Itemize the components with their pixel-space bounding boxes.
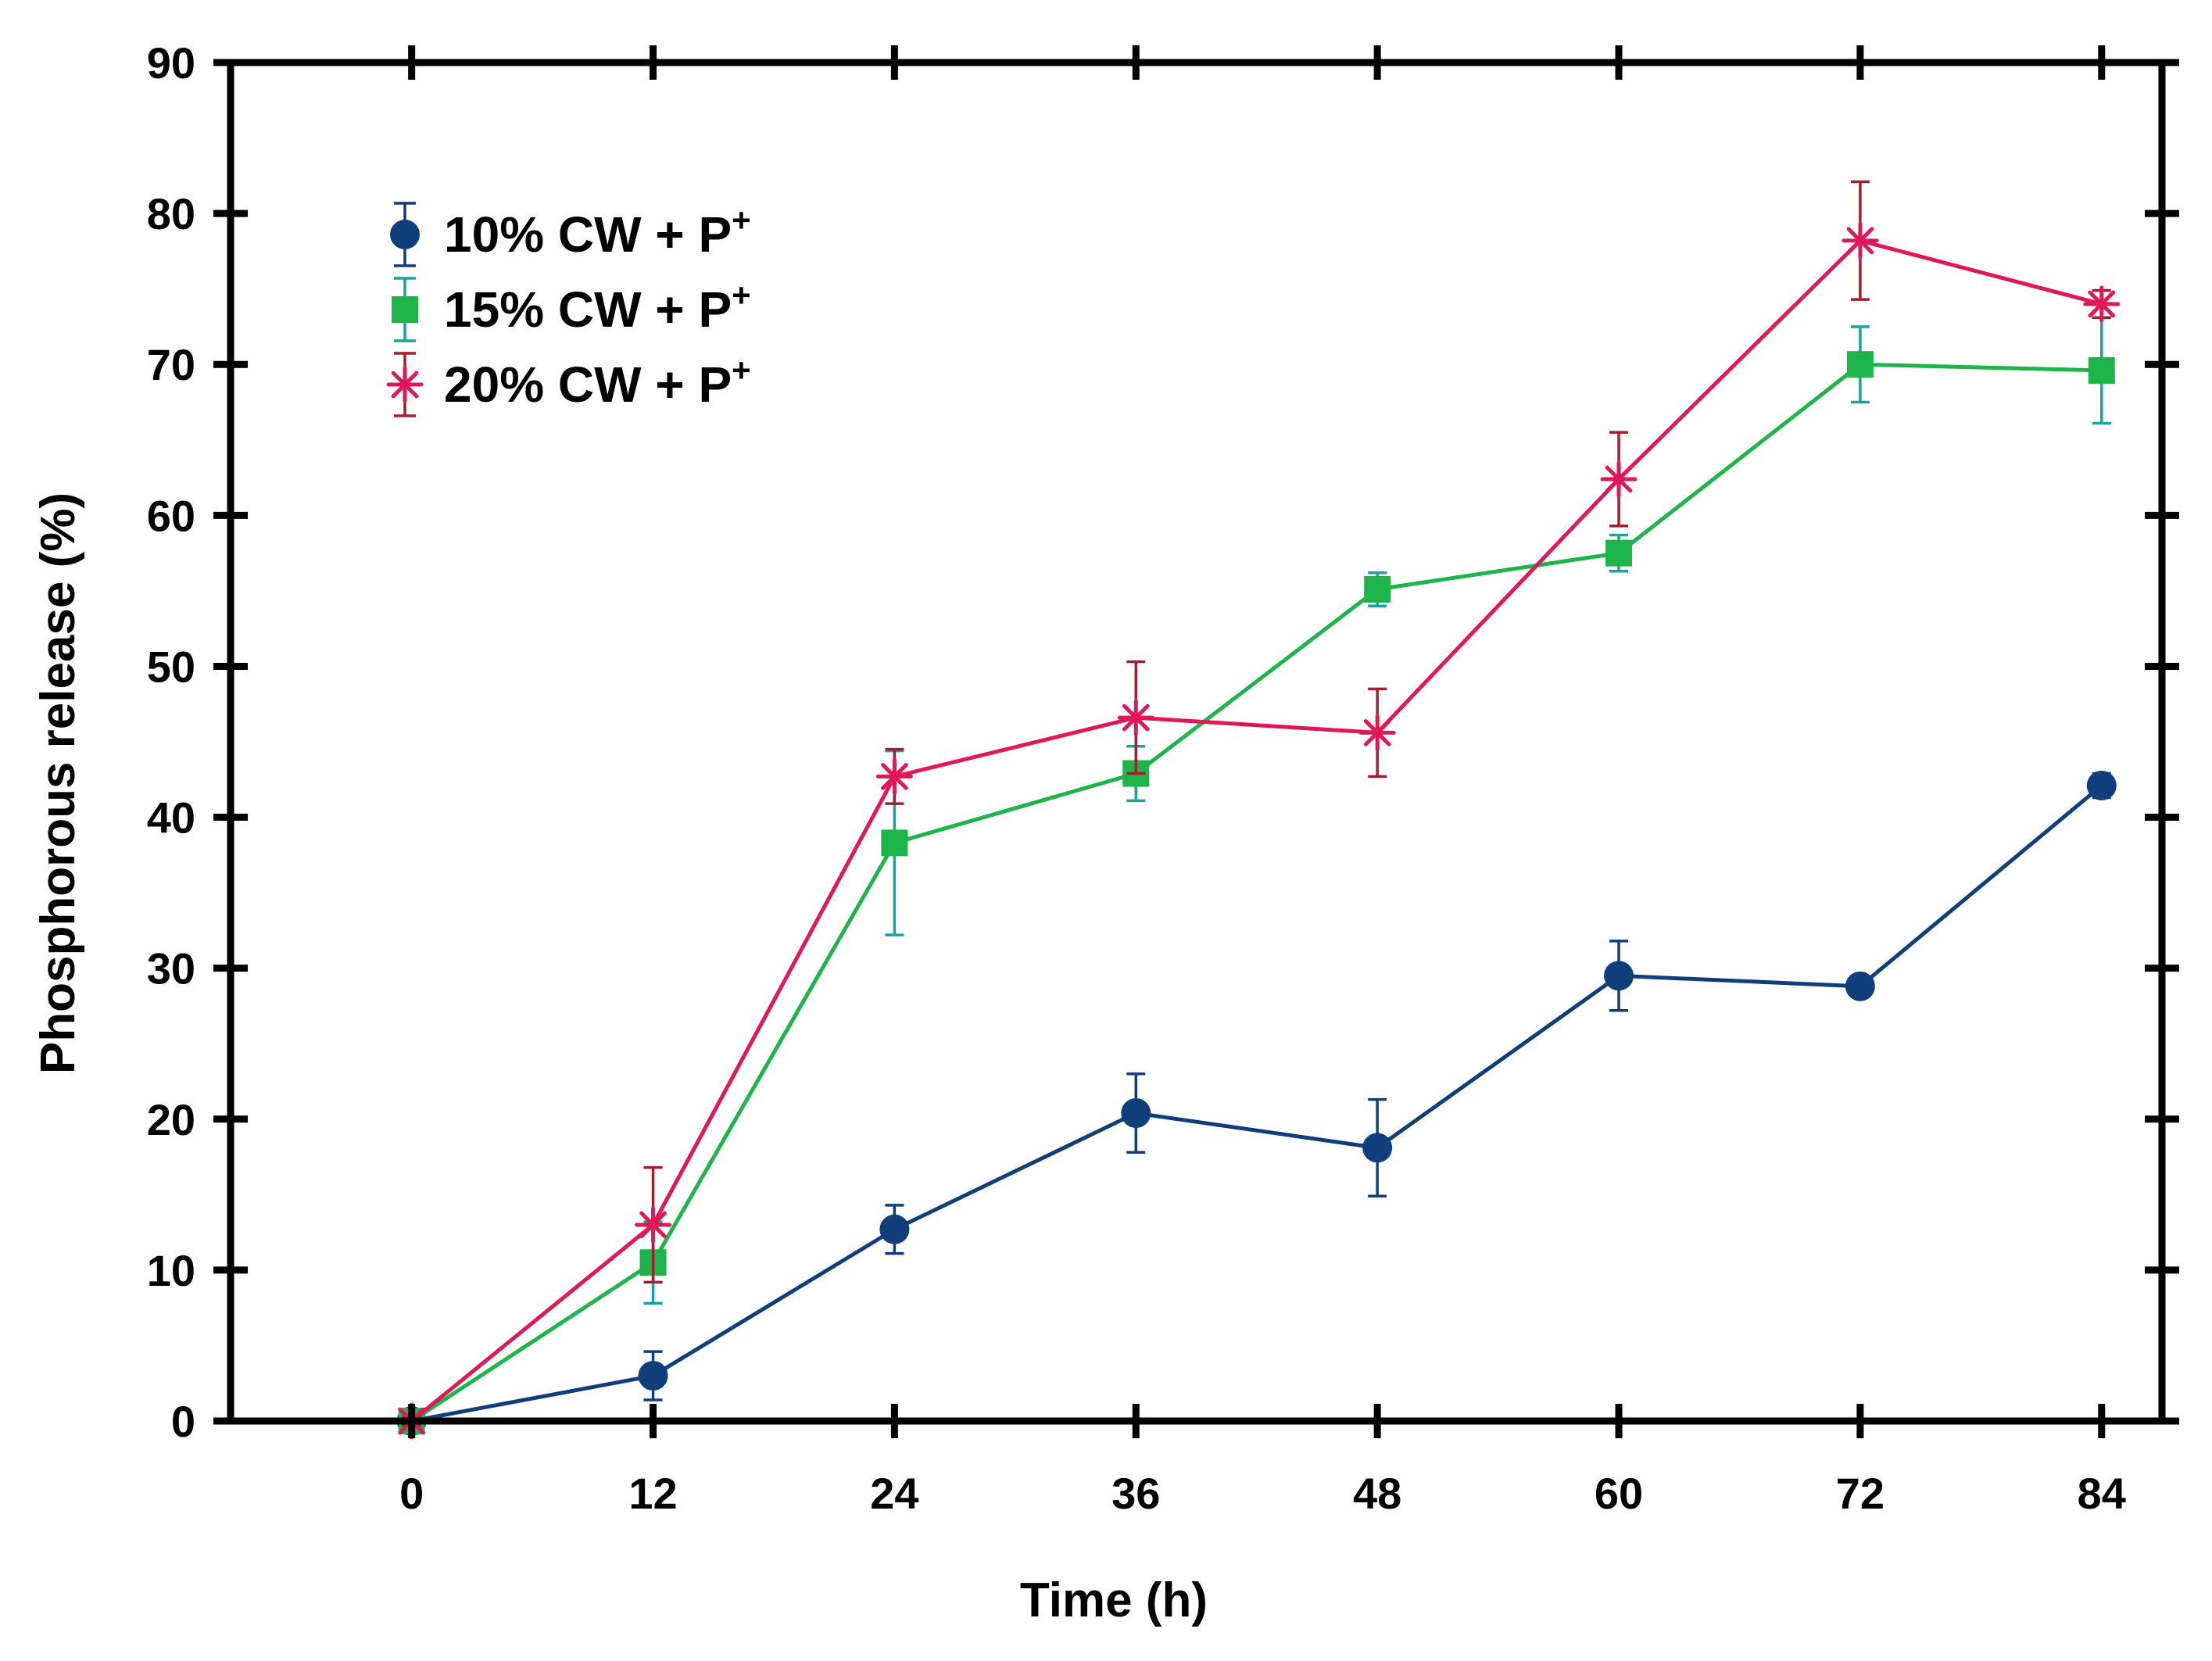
x-tick-label: 12: [628, 1469, 677, 1518]
x-tick-label: 60: [1595, 1469, 1643, 1518]
data-point: [1121, 1098, 1151, 1129]
legend-item: 10% CW + P+: [390, 202, 751, 267]
series-2: [398, 316, 2115, 1434]
data-point: [1604, 961, 1634, 991]
data-point: [1117, 699, 1154, 736]
data-point: [635, 1206, 672, 1244]
legend-marker: [386, 366, 424, 403]
x-tick-label: 24: [870, 1469, 918, 1518]
x-tick-label: 84: [2078, 1469, 2126, 1518]
legend-label: 20% CW + P+: [444, 352, 751, 413]
data-point: [1846, 351, 1874, 378]
data-point: [2083, 285, 2121, 323]
data-point: [1364, 575, 1391, 603]
series-line: [410, 238, 2103, 1423]
x-tick-label: 72: [1836, 1469, 1884, 1518]
y-tick-label: 80: [147, 189, 195, 238]
y-tick-label: 10: [147, 1246, 195, 1295]
x-axis-label: Time (h): [1020, 1573, 1208, 1627]
data-point: [1358, 714, 1396, 751]
data-point: [879, 1214, 910, 1244]
data-point: [1362, 1133, 1393, 1163]
x-tick-label: 36: [1111, 1469, 1160, 1518]
x-tick-label: 48: [1353, 1469, 1401, 1518]
y-tick-label: 50: [147, 642, 195, 691]
legend-marker: [392, 296, 418, 323]
data-point: [1600, 460, 1638, 498]
series-line: [410, 362, 2102, 1423]
series-line: [411, 784, 2103, 1423]
y-tick-label: 0: [171, 1397, 195, 1446]
y-tick-label: 90: [147, 38, 195, 88]
y-tick-label: 20: [147, 1095, 195, 1144]
legend-label: 15% CW + P+: [444, 277, 751, 338]
y-tick-label: 70: [147, 340, 195, 389]
y-tick-label: 30: [147, 944, 195, 993]
legend-item: 15% CW + P+: [392, 277, 751, 342]
series-1: [396, 771, 2117, 1436]
data-point: [638, 1361, 668, 1391]
x-tick-label: 0: [399, 1469, 424, 1518]
legend-item: 20% CW + P+: [386, 352, 751, 417]
data-point: [875, 757, 913, 795]
legend: 10% CW + P+ 15% CW + P+ 20% CW + P+: [386, 202, 751, 417]
data-point: [1605, 539, 1633, 567]
y-tick-label: 60: [147, 491, 195, 540]
data-point: [881, 829, 908, 857]
data-point: [2086, 771, 2117, 801]
legend-marker: [390, 220, 420, 249]
data-point: [1845, 971, 1875, 1001]
y-tick-label: 40: [147, 793, 195, 843]
y-axis-label: Phosphorous release (%): [31, 492, 85, 1074]
data-point: [2088, 356, 2115, 384]
legend-label: 10% CW + P+: [444, 202, 751, 263]
data-point: [1842, 222, 1879, 260]
plot-frame: [227, 59, 2166, 1425]
